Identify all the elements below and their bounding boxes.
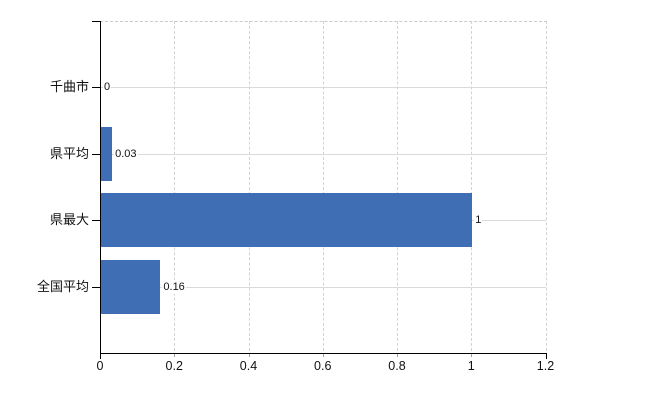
bar-value-label: 1 [474,213,483,228]
category-tick [92,286,100,288]
bar-value-label: 0.03 [114,146,138,161]
x-tick-label: 1 [467,359,475,373]
category-tick [92,153,100,155]
x-axis-tick [322,354,324,357]
x-axis [100,353,547,354]
category-label: 県平均 [49,145,89,161]
bar-value-label: 0.16 [162,279,186,294]
x-tick-label: 0.8 [388,359,406,373]
category-label: 県最大 [49,212,89,228]
vertical-gridline [471,21,473,356]
x-tick-label: 0.6 [314,359,332,373]
category-tick [92,220,100,222]
data-bar [101,193,473,248]
y-axis [100,21,101,354]
x-axis-tick [100,354,101,359]
category-label: 千曲市 [49,79,89,95]
data-bar [101,126,113,181]
vertical-gridline [248,21,250,356]
x-axis-tick [397,354,398,357]
x-tick-label: 0.2 [165,359,183,373]
horizontal-gridline [100,153,546,155]
x-tick-label: 1.2 [536,359,555,373]
category-label: 全国平均 [36,278,89,294]
x-tick-label: 0 [96,359,104,373]
category-tick [92,87,100,89]
x-axis-tick [471,354,473,357]
vertical-gridline [174,21,176,356]
x-axis-tick [174,354,176,357]
vertical-gridline [397,21,398,356]
x-axis-tick [545,354,547,359]
x-axis-tick [248,354,250,357]
horizontal-gridline [100,286,546,288]
bar-value-label: 0 [103,80,112,95]
horizontal-gridline [100,87,546,89]
data-bar [101,259,161,314]
y-axis-end-tick [92,21,100,22]
vertical-gridline [322,21,324,356]
x-tick-label: 0.4 [239,359,258,373]
vertical-gridline [545,21,547,356]
